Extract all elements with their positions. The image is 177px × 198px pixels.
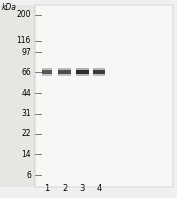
Text: 4: 4 bbox=[96, 184, 102, 193]
Text: 97: 97 bbox=[21, 48, 31, 57]
Bar bbox=[58, 70, 71, 74]
Bar bbox=[93, 74, 105, 76]
Bar bbox=[93, 69, 105, 70]
Bar bbox=[0, 5, 35, 187]
Bar bbox=[76, 74, 89, 76]
Text: 31: 31 bbox=[21, 109, 31, 118]
Text: 2: 2 bbox=[62, 184, 67, 193]
Bar bbox=[58, 74, 71, 76]
Bar bbox=[58, 69, 71, 70]
Text: 3: 3 bbox=[80, 184, 85, 193]
Bar bbox=[76, 69, 89, 70]
Text: 66: 66 bbox=[21, 68, 31, 77]
Bar bbox=[93, 70, 105, 74]
Text: 44: 44 bbox=[21, 89, 31, 98]
Bar bbox=[35, 5, 173, 187]
Text: kDa: kDa bbox=[2, 3, 17, 12]
Text: 1: 1 bbox=[44, 184, 50, 193]
Bar bbox=[42, 70, 52, 74]
Bar bbox=[35, 5, 173, 187]
Text: 22: 22 bbox=[21, 129, 31, 138]
Text: 6: 6 bbox=[26, 171, 31, 180]
Bar bbox=[76, 70, 89, 74]
Text: 14: 14 bbox=[21, 150, 31, 159]
Bar bbox=[42, 69, 52, 70]
Text: 116: 116 bbox=[17, 36, 31, 45]
Bar bbox=[42, 74, 52, 76]
Text: 200: 200 bbox=[16, 10, 31, 19]
